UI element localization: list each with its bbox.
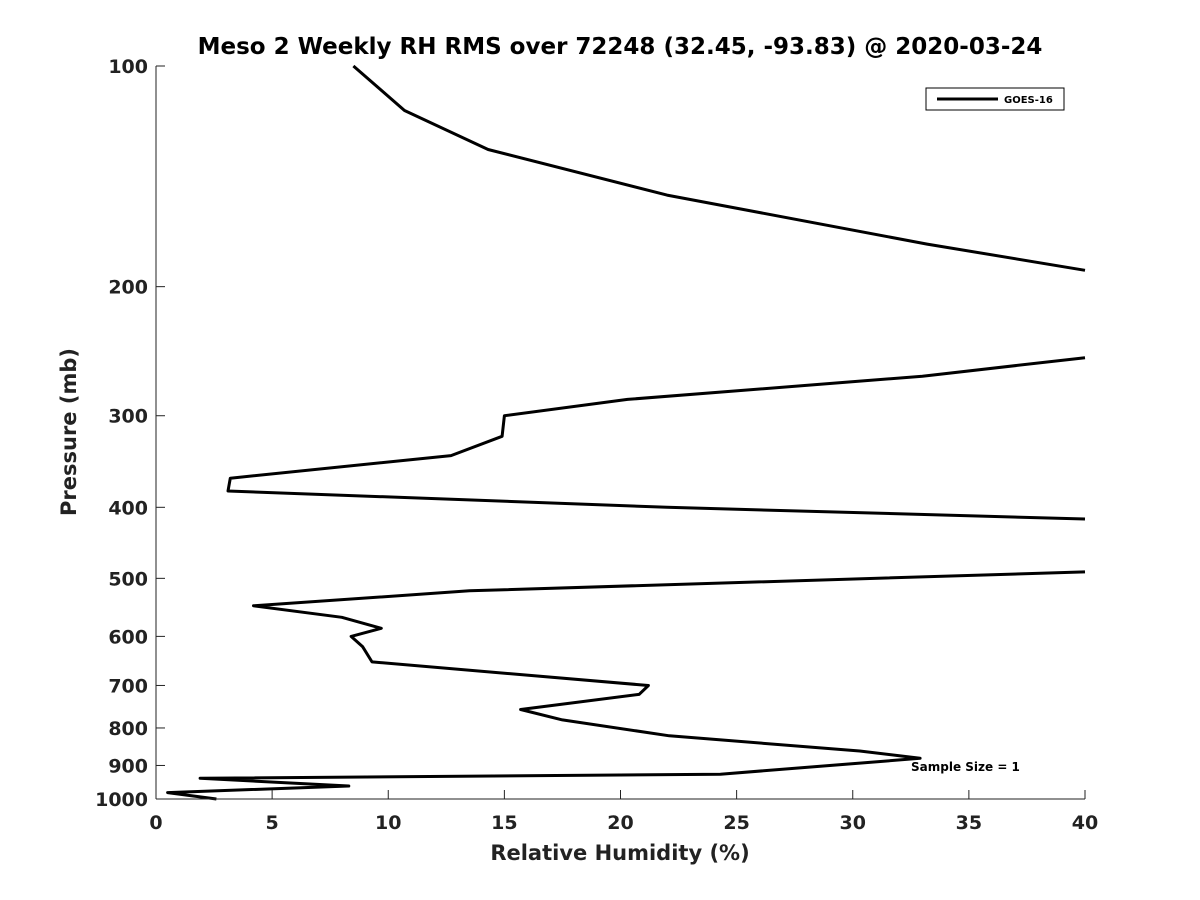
y-tick-label: 600 [108,626,148,648]
y-tick-label: 300 [108,406,148,428]
legend: GOES-16 [925,87,1065,111]
y-tick-label: 400 [108,497,148,519]
y-axis-label: Pressure (mb) [57,348,81,516]
y-tick-label: 200 [108,277,148,299]
series-line-goes16-segment-3 [166,570,1086,801]
x-tick-label: 10 [375,812,401,834]
sample-size-annotation: Sample Size = 1 [911,760,1020,774]
x-tick-label: 0 [149,812,162,834]
chart-title: Meso 2 Weekly RH RMS over 72248 (32.45, … [198,34,1043,60]
x-tick-label: 5 [266,812,279,834]
legend-label-goes16: GOES-16 [1004,95,1053,106]
y-tick-label: 100 [108,56,148,78]
y-tick-label: 900 [108,755,148,777]
y-tick-label: 700 [108,675,148,697]
plot-lines [166,64,1086,801]
x-tick-label: 25 [723,812,749,834]
x-axis-label: Relative Humidity (%) [490,841,749,865]
x-tick-label: 15 [491,812,517,834]
x-tick-label: 40 [1072,812,1098,834]
y-tick-label: 500 [108,568,148,590]
x-tick-label: 20 [607,812,633,834]
y-ticks: 100 200 300 400 500 600 700 800 900 1000 [95,56,165,811]
x-tick-label: 35 [956,812,982,834]
y-tick-label: 1000 [95,789,148,811]
series-line-goes16-segment-2 [226,356,1086,521]
y-tick-label: 800 [108,718,148,740]
x-tick-label: 30 [840,812,866,834]
x-ticks: 0 5 10 15 20 25 30 35 40 [149,790,1098,834]
series-line-goes16-segment-1 [352,64,1086,272]
